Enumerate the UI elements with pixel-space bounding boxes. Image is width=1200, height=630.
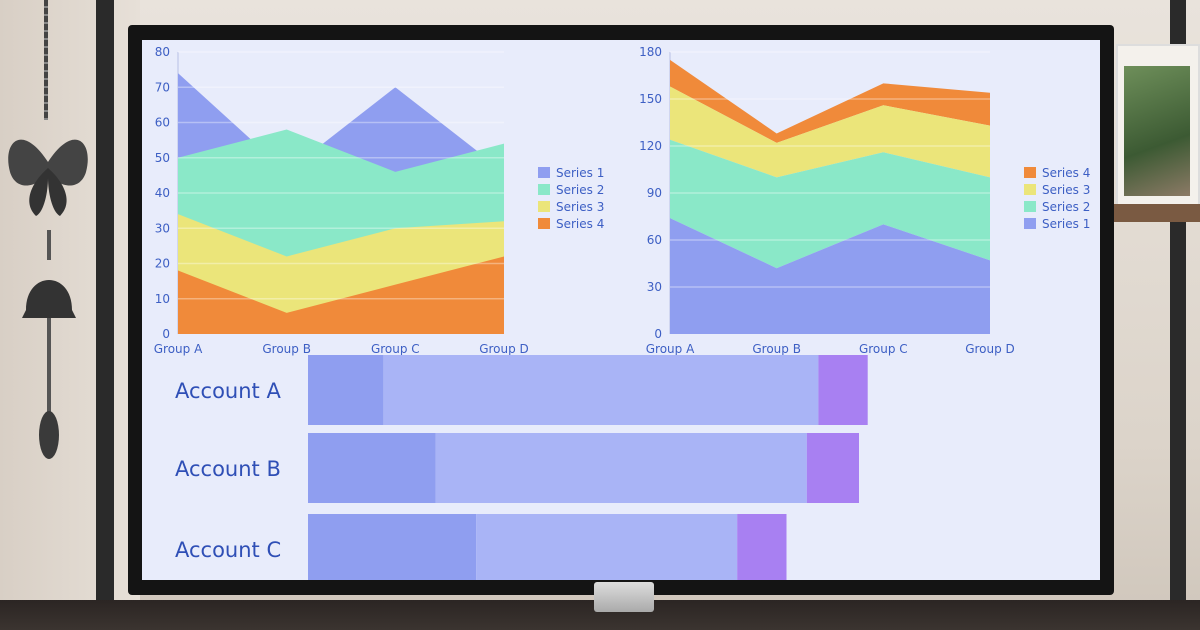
chart1-area-series-4: [178, 256, 504, 334]
chart1-legend-label-series-3: Series 3: [556, 200, 604, 214]
bar-segment-account-b-3: [806, 433, 859, 503]
chart2-x-tick-label: Group B: [752, 342, 801, 356]
bar-segment-account-a-2: [383, 355, 819, 425]
chart2-y-tick-label: 90: [647, 186, 662, 200]
chart-overlapping-area: 0 10 20 30 40 50 60 70 80 Group A Group B Group C Gr…: [154, 45, 605, 356]
bar-segment-account-b-2: [435, 433, 807, 503]
chart2-x-tick-label: Group A: [646, 342, 695, 356]
chart1-y-tick-label: 10: [155, 292, 170, 306]
chart1-y-tick-label: 80: [155, 45, 170, 59]
chart2-legend-label-series-4: Series 4: [1042, 166, 1090, 180]
bar-category-label-account-c: Account C: [175, 538, 281, 562]
chart1-legend-label-series-2: Series 2: [556, 183, 604, 197]
chart2-area-series-4: [670, 59, 990, 143]
chart2-y-tick-label: 180: [639, 45, 662, 59]
chart1-x-tick-label: Group A: [154, 342, 203, 356]
chart1-y-tick-label: 60: [155, 116, 170, 130]
chart2-area-series-1: [670, 218, 990, 334]
chart1-x-tick-label: Group B: [262, 342, 311, 356]
chart2-y-tick-label: 60: [647, 233, 662, 247]
tv-screen: 0 10 20 30 40 50 60 70 80 Group A Group B Group C Gr…: [142, 40, 1100, 580]
bar-segment-account-a-1: [308, 355, 384, 425]
chart1-legend-label-series-1: Series 1: [556, 166, 604, 180]
chart1-legend-swatch-series-4: [538, 218, 550, 229]
bar-segment-account-a-3: [818, 355, 868, 425]
photo-frame: [1116, 44, 1200, 208]
chart1-y-tick-label: 0: [162, 327, 170, 341]
tv-stand: [594, 582, 654, 612]
hanging-chain: [44, 0, 48, 120]
chart1-legend-swatch-series-2: [538, 184, 550, 195]
chart-account-bars: Account A Account B Account C: [175, 355, 868, 580]
chart2-area-series-3: [670, 86, 990, 178]
bar-segment-account-c-3: [737, 514, 787, 580]
bar-category-label-account-b: Account B: [175, 457, 281, 481]
chart1-y-tick-label: 20: [155, 257, 170, 271]
chart1-y-tick-label: 50: [155, 151, 170, 165]
chart2-legend-swatch-series-1: [1024, 218, 1036, 229]
chart1-legend-swatch-series-1: [538, 167, 550, 178]
shelf: [1112, 204, 1200, 222]
chart2-y-tick-label: 150: [639, 92, 662, 106]
chart2-legend-label-series-2: Series 2: [1042, 200, 1090, 214]
chart1-x-tick-label: Group D: [479, 342, 529, 356]
chart2-area-series-2: [670, 139, 990, 269]
chart1-y-tick-label: 40: [155, 186, 170, 200]
bell-ornament: [22, 230, 76, 459]
chart2-legend-label-series-1: Series 1: [1042, 217, 1090, 231]
left-pole: [96, 0, 114, 630]
chart1-legend-label-series-4: Series 4: [556, 217, 604, 231]
chart1-y-tick-label: 70: [155, 80, 170, 94]
bar-category-label-account-a: Account A: [175, 379, 281, 403]
chart2-legend-swatch-series-4: [1024, 167, 1036, 178]
chart2-x-tick-label: Group C: [859, 342, 908, 356]
chart1-x-tick-label: Group C: [371, 342, 420, 356]
chart2-legend-swatch-series-3: [1024, 184, 1036, 195]
chart2-legend-swatch-series-2: [1024, 201, 1036, 212]
bar-segment-account-b-1: [308, 433, 436, 503]
chart2-y-tick-label: 120: [639, 139, 662, 153]
chart1-y-tick-label: 30: [155, 221, 170, 235]
bar-segment-account-c-2: [476, 514, 738, 580]
butterfly-ornament: [8, 139, 88, 216]
chart-stacked-area: 0 30 60 90 120 150 180 Group A Group B Group C Gro…: [639, 45, 1090, 356]
chart2-y-tick-label: 0: [654, 327, 662, 341]
chart1-legend-swatch-series-3: [538, 201, 550, 212]
chart2-y-tick-label: 30: [647, 280, 662, 294]
chart2-x-tick-label: Group D: [965, 342, 1015, 356]
bar-segment-account-c-1: [308, 514, 477, 580]
chart2-legend-label-series-3: Series 3: [1042, 183, 1090, 197]
